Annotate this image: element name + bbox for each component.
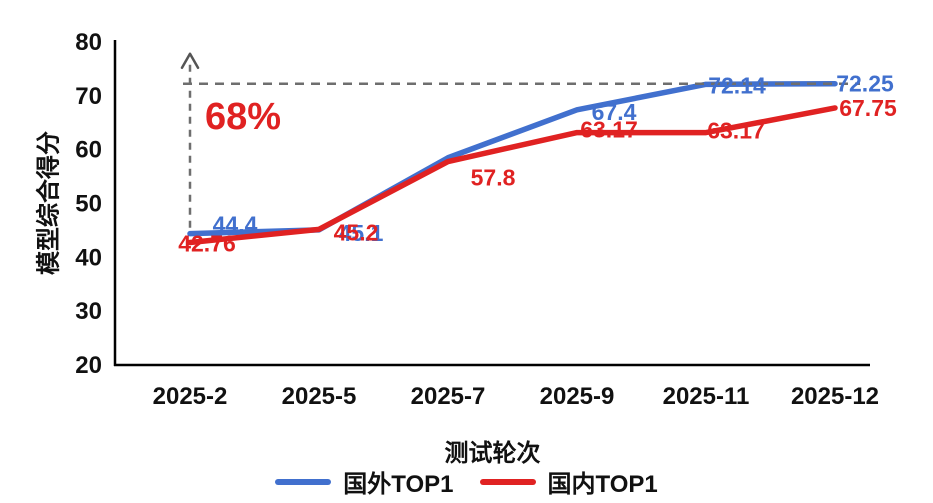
data-label-series1-pt3: 63.17 — [580, 117, 638, 143]
x-tick-label: 2025-9 — [540, 383, 615, 410]
x-axis-title: 测试轮次 — [444, 440, 541, 467]
legend-item-domestic-top1: 国内TOP1 — [479, 464, 658, 499]
y-tick-label: 70 — [75, 83, 102, 110]
data-label-series1-pt0: 42.76 — [178, 230, 236, 256]
data-label-series1-pt4: 63.17 — [707, 118, 765, 144]
y-axis-title: 模型综合得分 — [35, 131, 63, 275]
data-label-series0-pt5: 72.25 — [836, 71, 894, 97]
y-tick-label: 40 — [75, 244, 102, 271]
y-tick-label: 50 — [75, 191, 102, 218]
y-tick-label: 30 — [75, 298, 102, 325]
y-tick-label: 80 — [75, 29, 102, 56]
legend-line-sample-blue — [275, 478, 332, 485]
series-line-1 — [187, 105, 838, 246]
growth-percent-label: 68% — [205, 96, 281, 138]
x-tick-label: 2025-7 — [411, 383, 486, 410]
legend: 国外TOP1 国内TOP1 — [0, 464, 933, 499]
x-tick-label: 2025-11 — [663, 383, 750, 410]
x-tick-label: 2025-2 — [153, 383, 228, 410]
data-label-series0-pt4: 72.14 — [708, 72, 766, 98]
y-tick-label: 60 — [75, 137, 102, 164]
legend-item-foreign-top1: 国外TOP1 — [275, 464, 454, 499]
data-label-series1-pt5: 67.75 — [839, 95, 897, 121]
growth-arrow-head — [180, 52, 200, 70]
data-label-series0-pt1: 45.1 — [339, 220, 384, 246]
y-tick-label: 20 — [75, 352, 102, 379]
data-label-series1-pt2: 57.8 — [471, 165, 516, 191]
legend-label-domestic-top1: 国内TOP1 — [547, 471, 658, 498]
series-line-0 — [187, 80, 838, 237]
data-label-series0-pt3: 67.4 — [592, 99, 637, 125]
x-tick-label: 2025-5 — [282, 383, 357, 410]
data-label-series1-pt1: 45.2 — [334, 219, 379, 245]
legend-line-sample-red — [479, 478, 536, 485]
x-tick-label: 2025-12 — [791, 383, 879, 410]
legend-label-foreign-top1: 国外TOP1 — [343, 471, 454, 498]
